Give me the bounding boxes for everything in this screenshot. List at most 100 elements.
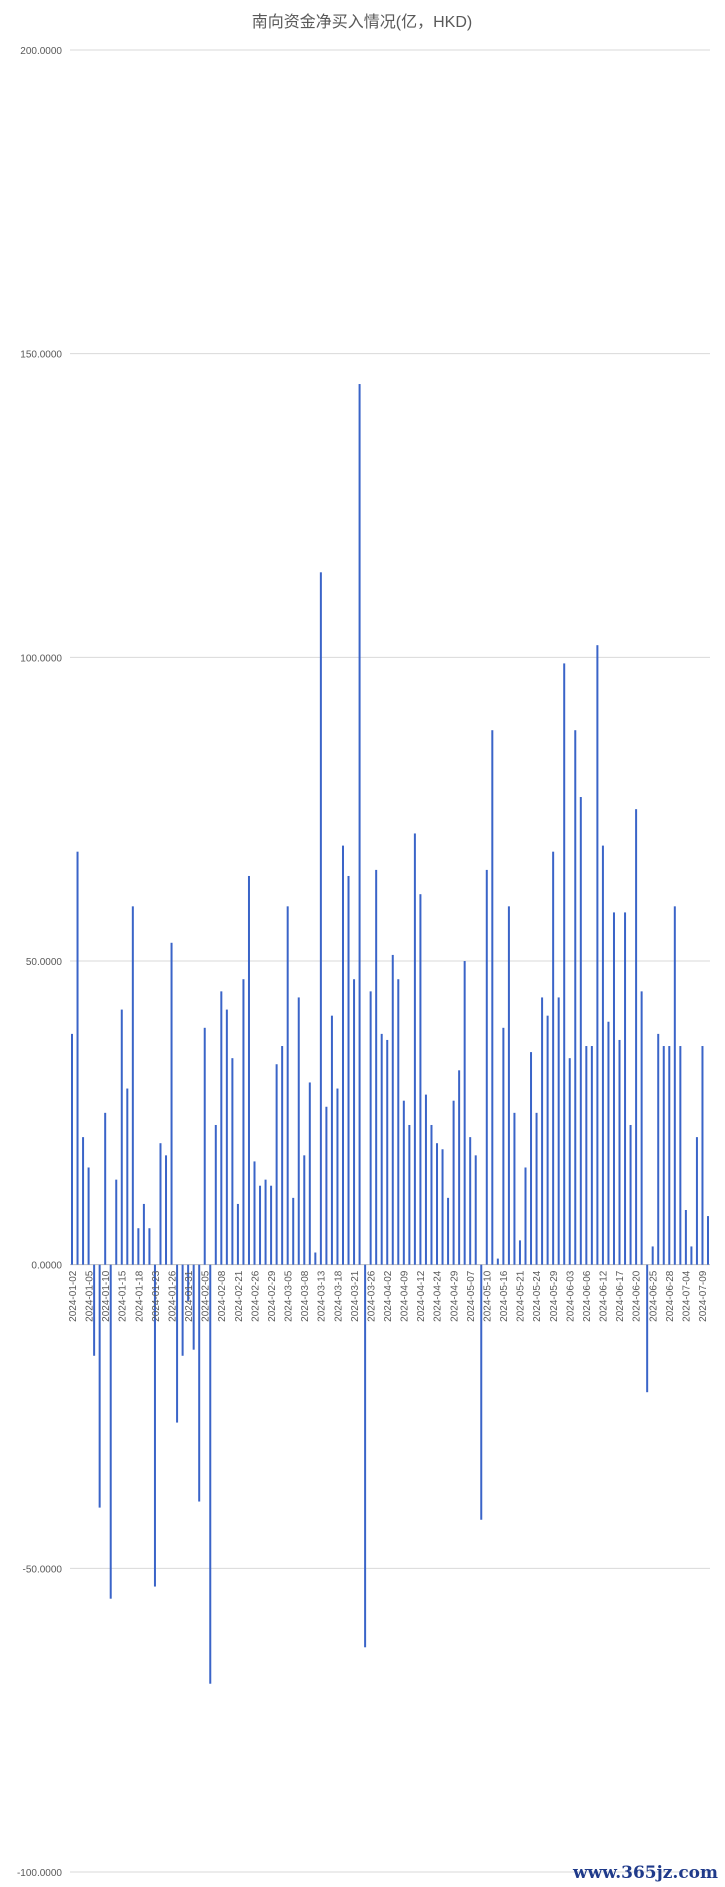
bar <box>657 1033 660 1265</box>
x-tick-label: 2024-03-21 <box>350 1270 361 1322</box>
bar <box>330 1015 333 1265</box>
bar <box>153 1264 156 1587</box>
x-tick-label: 2024-02-08 <box>217 1270 228 1322</box>
bar <box>275 1064 278 1265</box>
bar <box>557 997 560 1265</box>
x-tick-label: 2024-05-21 <box>516 1270 527 1322</box>
x-tick-label: 2024-07-04 <box>681 1270 692 1322</box>
bar <box>270 1185 273 1265</box>
x-tick-label: 2024-04-02 <box>383 1270 394 1322</box>
x-tick-label: 2024-05-24 <box>532 1270 543 1322</box>
bar <box>402 1100 405 1265</box>
bar <box>574 730 577 1265</box>
bar <box>679 1046 682 1265</box>
bar <box>236 1203 239 1265</box>
y-tick-label: 0.0000 <box>31 1261 62 1272</box>
x-axis-tick-labels: 2024-01-02 2024-01-05 2024-01-10 2024-01-15… <box>68 1270 709 1322</box>
x-tick-label: 2024-05-10 <box>482 1270 493 1322</box>
x-tick-label: 2024-05-07 <box>466 1270 477 1322</box>
bar <box>695 1137 698 1265</box>
x-tick-label: 2024-01-05 <box>85 1270 96 1322</box>
bar <box>192 1264 195 1350</box>
bar <box>142 1203 145 1265</box>
bar <box>541 997 544 1265</box>
bar <box>441 1149 444 1265</box>
bar <box>419 894 422 1265</box>
x-tick-label: 2024-05-29 <box>549 1270 560 1322</box>
bar <box>408 1124 411 1265</box>
bar <box>76 851 79 1265</box>
y-tick-label: 150.0000 <box>20 350 62 361</box>
bar <box>413 833 416 1265</box>
bars <box>71 384 709 1684</box>
bar <box>176 1264 179 1423</box>
bar <box>469 1137 472 1265</box>
bar <box>375 869 378 1265</box>
bar <box>319 572 322 1265</box>
x-tick-label: 2024-01-02 <box>68 1270 79 1322</box>
x-tick-label: 2024-04-12 <box>416 1270 427 1322</box>
bar <box>458 1070 461 1265</box>
bar <box>259 1185 262 1265</box>
x-tick-label: 2024-06-28 <box>665 1270 676 1322</box>
bar <box>82 1137 85 1265</box>
bar <box>264 1179 267 1265</box>
x-tick-label: 2024-02-05 <box>201 1270 212 1322</box>
bar <box>131 906 134 1265</box>
bar <box>535 1112 538 1265</box>
x-tick-label: 2024-06-20 <box>632 1270 643 1322</box>
bar <box>568 1058 571 1265</box>
bar <box>220 991 223 1265</box>
x-tick-label: 2024-04-29 <box>449 1270 460 1322</box>
bar <box>502 1027 505 1265</box>
bar <box>314 1252 317 1265</box>
y-axis-tick-labels: -100.0000 -50.0000 0.0000 50.0000 100.0000 15… <box>17 46 62 1879</box>
bar <box>209 1264 212 1684</box>
x-tick-label: 2024-02-29 <box>267 1270 278 1322</box>
bar <box>579 797 582 1265</box>
bar <box>546 1015 549 1265</box>
x-tick-label: 2024-06-25 <box>648 1270 659 1322</box>
bar <box>524 1167 527 1265</box>
bar <box>485 869 488 1265</box>
bar <box>148 1228 151 1265</box>
x-tick-label: 2024-06-17 <box>615 1270 626 1322</box>
bar <box>612 912 615 1265</box>
bar <box>203 1027 206 1265</box>
x-tick-label: 2024-01-23 <box>151 1270 162 1322</box>
bar <box>447 1197 450 1265</box>
x-tick-label: 2024-03-13 <box>317 1270 328 1322</box>
bar <box>253 1161 256 1265</box>
bar <box>651 1246 654 1265</box>
bar <box>668 1046 671 1265</box>
x-tick-label: 2024-01-31 <box>184 1270 195 1322</box>
bar <box>491 730 494 1265</box>
y-tick-label: -100.0000 <box>17 1868 62 1879</box>
bar <box>308 1082 311 1265</box>
bar <box>397 979 400 1265</box>
bar <box>662 1046 665 1265</box>
x-tick-label: 2024-02-21 <box>234 1270 245 1322</box>
x-tick-label: 2024-07-09 <box>698 1270 709 1322</box>
x-tick-label: 2024-04-09 <box>400 1270 411 1322</box>
bar <box>590 1046 593 1265</box>
bar <box>474 1155 477 1265</box>
bar <box>463 961 466 1265</box>
bar <box>115 1179 118 1265</box>
x-tick-label: 2024-02-26 <box>250 1270 261 1322</box>
bar <box>181 1264 184 1356</box>
bar <box>247 875 250 1265</box>
y-tick-label: 50.0000 <box>26 957 63 968</box>
bar <box>187 1264 190 1302</box>
bar <box>170 942 173 1265</box>
x-tick-label: 2024-06-12 <box>599 1270 610 1322</box>
bar <box>673 906 676 1265</box>
x-tick-label: 2024-06-06 <box>582 1270 593 1322</box>
bar <box>104 1112 107 1265</box>
bar <box>552 851 555 1265</box>
bar <box>480 1264 483 1520</box>
bar <box>684 1210 687 1265</box>
bar <box>87 1167 90 1265</box>
x-tick-label: 2024-01-15 <box>118 1270 129 1322</box>
bar <box>353 979 356 1265</box>
